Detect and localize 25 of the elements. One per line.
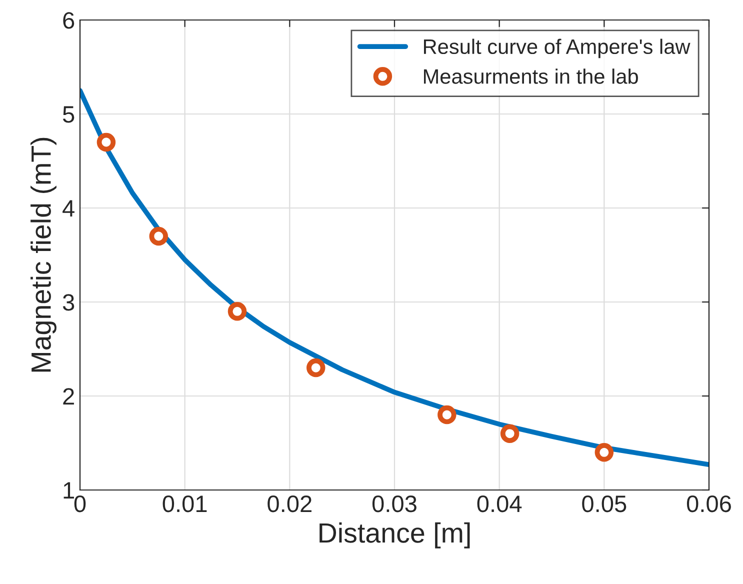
point bbox=[500, 424, 520, 443]
y-tick-label: 4 bbox=[62, 200, 74, 217]
point bbox=[594, 443, 614, 462]
line-series bbox=[80, 88, 709, 468]
point bbox=[96, 132, 116, 152]
x-tick-label: 0 bbox=[74, 495, 86, 512]
x-tick-label: 0.01 bbox=[162, 495, 207, 512]
point bbox=[228, 302, 247, 321]
y-tick-label: 2 bbox=[63, 388, 74, 405]
y-tick-label: 5 bbox=[62, 106, 74, 123]
x-tick-label: 0.05 bbox=[582, 495, 626, 512]
point bbox=[438, 405, 456, 424]
legend-label: Result curve of Ampere's law bbox=[424, 38, 690, 58]
x-tick-label: 0.04 bbox=[477, 495, 522, 512]
x-axis-title: Distance [m] bbox=[320, 522, 470, 548]
y-axis-title: Magnetic field (mT) bbox=[30, 138, 56, 372]
y-tick-label: 6 bbox=[63, 12, 74, 29]
x-tick-label: 0.06 bbox=[686, 495, 731, 512]
point bbox=[306, 358, 326, 378]
y-tick-label: 1 bbox=[64, 482, 74, 499]
x-tick-label: 0.03 bbox=[372, 495, 416, 512]
x-tick-label: 0.02 bbox=[268, 495, 312, 512]
point bbox=[149, 226, 168, 246]
y-tick-label: 3 bbox=[62, 294, 74, 311]
legend-label: Measurments in the lab bbox=[424, 68, 638, 84]
